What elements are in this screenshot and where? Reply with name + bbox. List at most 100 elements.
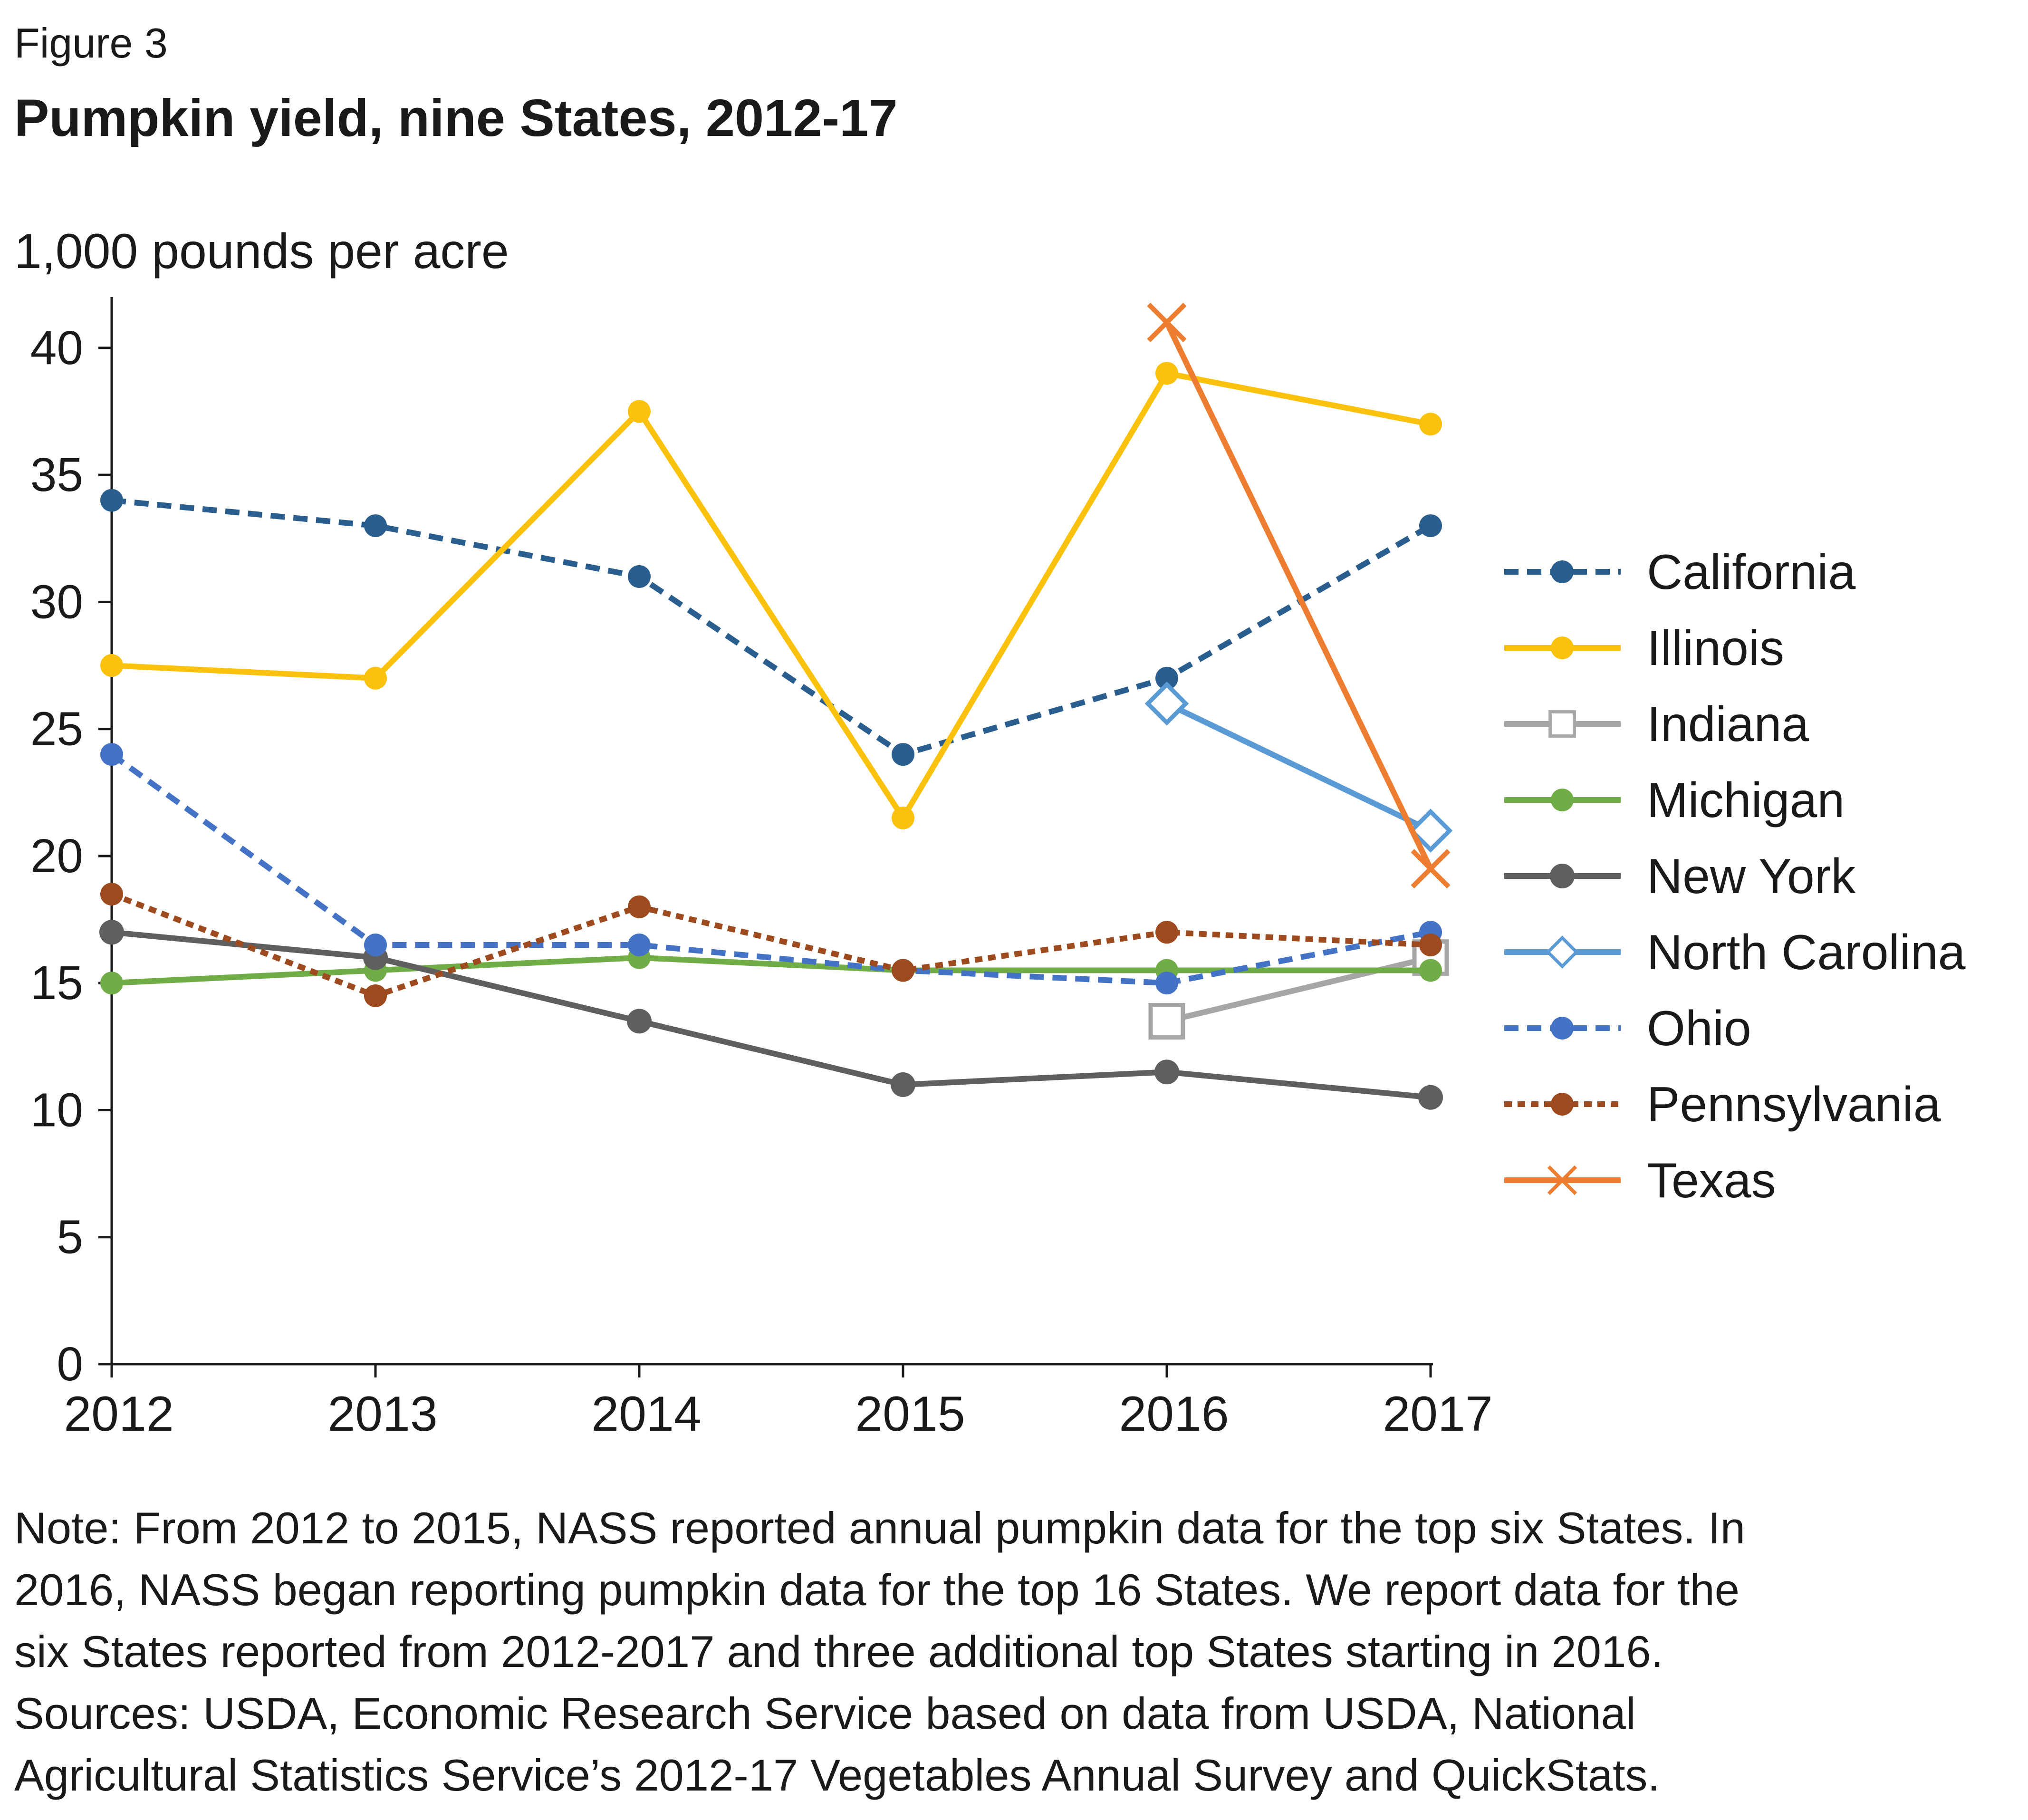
legend-label: Ohio [1647, 1001, 1751, 1056]
data-point-new-york [1154, 1059, 1179, 1085]
legend-label: California [1647, 545, 1855, 600]
data-point-ohio [1155, 972, 1178, 995]
series-line-texas [1164, 321, 1433, 870]
data-point-california [628, 565, 651, 588]
legend-item-texas: Texas [1504, 1153, 1776, 1208]
legend-marker [1550, 864, 1575, 888]
legend-label: Texas [1647, 1153, 1776, 1208]
axes: 0 5 10 15 20 25 30 35 40 2012 2013 2014 2015 2016 2017 [30, 297, 1493, 1442]
x-tick-label: 2016 [1119, 1387, 1229, 1442]
figure-label: Figure 3 [14, 19, 168, 67]
data-point-indiana [1148, 1002, 1185, 1040]
data-point-texas [1147, 302, 1187, 342]
data-point-ohio [100, 743, 123, 766]
data-point-pennsylvania [1155, 921, 1178, 944]
note-line: Agricultural Statistics Service’s 2012-1… [14, 1750, 1660, 1800]
data-point-illinois [628, 400, 651, 423]
legend-marker [1551, 789, 1574, 811]
data-point-pennsylvania [1419, 934, 1442, 957]
data-point-michigan [100, 972, 123, 995]
data-point-michigan [1419, 959, 1442, 982]
series-line-indiana [1166, 954, 1432, 1024]
series-north-carolina [1144, 681, 1453, 853]
y-axis-label: 1,000 pounds per acre [14, 224, 509, 279]
y-tick-label: 10 [30, 1083, 83, 1136]
data-point-california [1419, 514, 1442, 538]
legend-item-illinois: Illinois [1504, 621, 1784, 676]
legend-item-ohio: Ohio [1504, 1001, 1751, 1056]
legend-label: Indiana [1647, 697, 1809, 752]
series-line-illinois [111, 370, 1432, 821]
series-pennsylvania [100, 883, 1442, 1007]
data-point-pennsylvania [100, 883, 123, 906]
x-tick-label: 2012 [64, 1387, 173, 1442]
series-line-pennsylvania [110, 891, 1431, 999]
series-line-north-carolina [1165, 701, 1432, 833]
legend-item-new-york: New York [1504, 849, 1856, 904]
data-point-new-york [1418, 1085, 1443, 1110]
series-ohio [100, 743, 1442, 995]
legend-item-pennsylvania: Pennsylvania [1504, 1077, 1941, 1132]
legend-label: Pennsylvania [1647, 1077, 1941, 1132]
series-california [100, 489, 1442, 766]
series-line-california [111, 497, 1432, 758]
y-tick-label: 15 [30, 956, 83, 1010]
data-point-new-york [891, 1072, 915, 1098]
data-point-california [364, 514, 387, 538]
legend-label: Michigan [1647, 773, 1845, 828]
notes: Note: From 2012 to 2015, NASS reported a… [14, 1497, 2010, 1806]
data-point-texas [1411, 849, 1451, 889]
note-line: Sources: USDA, Economic Research Service… [14, 1688, 1636, 1738]
series-line-michigan [111, 954, 1431, 986]
data-point-illinois [1155, 362, 1178, 385]
legend-marker [1551, 560, 1574, 583]
legend-label: New York [1647, 849, 1856, 904]
series-indiana [1148, 939, 1449, 1040]
y-tick-label: 5 [57, 1211, 83, 1264]
y-tick-label: 20 [30, 829, 83, 883]
series-line-new-york [111, 929, 1431, 1100]
y-tick-label: 30 [30, 575, 83, 628]
note-line: six States reported from 2012-2017 and t… [14, 1627, 1663, 1676]
y-tick-label: 0 [57, 1338, 83, 1391]
legend-item-california: California [1504, 545, 1855, 600]
data-point-illinois [100, 654, 123, 677]
legend-item-indiana: Indiana [1504, 697, 1809, 752]
data-point-illinois [364, 666, 387, 690]
data-point-north-carolina [1144, 681, 1189, 726]
data-point-pennsylvania [364, 984, 387, 1007]
x-tick-label: 2014 [591, 1387, 701, 1442]
legend-label: North Carolina [1647, 925, 1966, 980]
legend-marker [1551, 1093, 1574, 1116]
data-point-ohio [628, 934, 651, 957]
y-tick-label: 40 [30, 321, 83, 375]
data-point-california [1155, 666, 1178, 690]
data-point-pennsylvania [628, 895, 651, 918]
legend-item-north-carolina: North Carolina [1504, 925, 1966, 980]
data-point-illinois [892, 806, 914, 829]
data-point-pennsylvania [892, 959, 914, 982]
note-line: 2016, NASS began reporting pumpkin data … [14, 1565, 1740, 1615]
chart-title: Pumpkin yield, nine States, 2012-17 [14, 89, 898, 147]
series-illinois [100, 362, 1442, 829]
legend-marker [1548, 710, 1576, 738]
x-tick-label: 2013 [327, 1387, 437, 1442]
legend-marker [1551, 1017, 1574, 1040]
series-layer [99, 302, 1453, 1110]
data-point-new-york [627, 1009, 652, 1034]
note-line: Note: From 2012 to 2015, NASS reported a… [14, 1503, 1745, 1553]
legend: California Illinois Indiana Michigan New Yor… [1504, 545, 1966, 1208]
data-point-california [892, 743, 914, 766]
series-texas [1147, 302, 1451, 889]
legend-marker [1546, 935, 1579, 969]
line-chart: 0 5 10 15 20 25 30 35 40 2012 2013 2014 2015 2016 2017… [30, 297, 1966, 1442]
data-point-ohio [364, 934, 387, 957]
data-point-illinois [1419, 413, 1442, 436]
series-new-york [99, 920, 1443, 1110]
data-point-new-york [99, 920, 124, 945]
y-tick-label: 35 [30, 448, 83, 501]
data-point-north-carolina [1408, 809, 1453, 853]
legend-marker [1551, 636, 1574, 659]
x-tick-label: 2017 [1383, 1387, 1492, 1442]
y-tick-label: 25 [30, 703, 83, 756]
